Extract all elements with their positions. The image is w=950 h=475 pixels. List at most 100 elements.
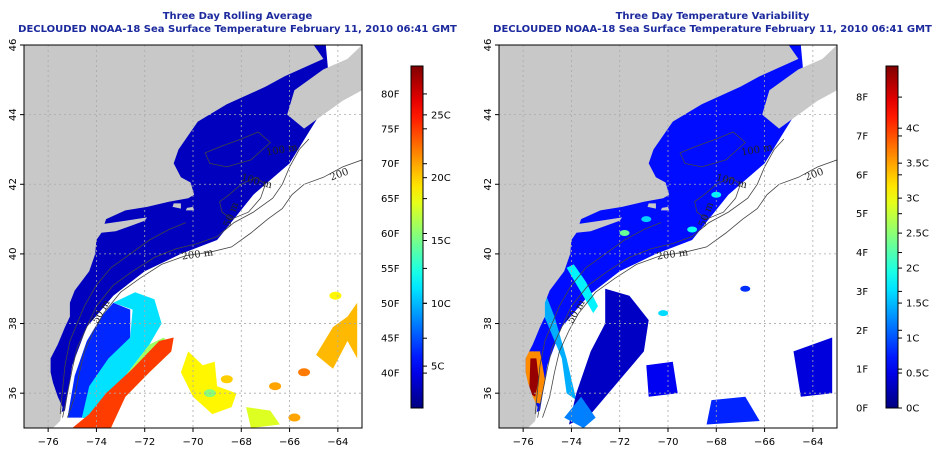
- contour-gulf-of-maine-basin: [679, 131, 746, 168]
- shelf-water-cool: [67, 302, 131, 418]
- variability-offshore-patch: [646, 361, 678, 397]
- sst-speckle: [298, 368, 311, 377]
- y-tick-label: 46: [483, 39, 494, 52]
- colorbar-label-c: 15C: [431, 236, 451, 247]
- variability-southeast-patch: [706, 396, 760, 425]
- colorbar-label-f: 0F: [856, 404, 868, 415]
- y-tick-label: 36: [483, 387, 494, 400]
- y-tick-label: 36: [8, 387, 19, 400]
- island: [660, 206, 670, 211]
- colorbar-label-f: 2F: [856, 326, 868, 337]
- colorbar-label-f: 80F: [381, 89, 400, 100]
- variability-deep-blue: [569, 288, 649, 425]
- colorbar-label-c: 0.5C: [906, 369, 929, 380]
- variability-speckle: [619, 230, 630, 237]
- colorbar-label-f: 8F: [856, 93, 868, 104]
- panel-subtitle: DECLOUDED NOAA-18 Sea Surface Temperatur…: [18, 24, 457, 35]
- x-tick-label: −72: [609, 437, 630, 448]
- colorbar-label-f: 4F: [856, 248, 868, 259]
- slope-water-mild: [81, 292, 162, 421]
- x-tick-label: −76: [513, 437, 534, 448]
- contour-label: 200 m: [656, 247, 689, 262]
- colorbar-label-f: 50F: [381, 299, 400, 310]
- colorbar-label-c: 2C: [906, 264, 919, 275]
- colorbar-label-f: 40F: [381, 369, 400, 380]
- variability-mid-shelf: [535, 292, 577, 401]
- offshore-warm-patch-2: [316, 302, 358, 369]
- y-tick-label: 44: [8, 108, 19, 121]
- colorbar: [410, 65, 424, 409]
- x-tick-label: −74: [561, 437, 582, 448]
- variability-speckle: [658, 310, 669, 317]
- colorbar-label-c: 1C: [906, 334, 919, 345]
- x-tick-label: −68: [706, 437, 727, 448]
- colorbar-label-f: 55F: [381, 264, 400, 275]
- offshore-warm-patch-1: [180, 351, 237, 415]
- x-tick-label: −64: [327, 437, 348, 448]
- colorbar-label-c: 20C: [431, 173, 451, 184]
- variability-far-east-patch: [793, 337, 833, 397]
- nova-scotia: [287, 45, 362, 129]
- colorbar-label-f: 7F: [856, 131, 868, 142]
- variability-speckle: [711, 191, 722, 198]
- y-tick-label: 38: [483, 317, 494, 330]
- colorbar-label-c: 3.5C: [906, 159, 929, 170]
- contour-50m: [534, 222, 661, 415]
- contour-label: 200 m: [181, 247, 214, 262]
- y-tick-label: 46: [8, 39, 19, 52]
- island: [185, 206, 195, 211]
- land-mass: [499, 45, 799, 428]
- y-tick-label: 44: [483, 108, 494, 121]
- colorbar-label-c: 5C: [431, 362, 444, 373]
- colorbar-label-c: 1.5C: [906, 299, 929, 310]
- island: [647, 203, 656, 209]
- panel-title: Three Day Temperature Variability: [615, 11, 810, 22]
- y-tick-label: 38: [8, 317, 19, 330]
- contour-georges-bank: [694, 176, 741, 220]
- x-tick-label: −72: [134, 437, 155, 448]
- panel-title: Three Day Rolling Average: [162, 11, 313, 22]
- sst-speckle: [329, 291, 342, 300]
- variability-shelf-break: [566, 264, 598, 314]
- contour-50m: [59, 222, 186, 415]
- y-tick-label: 40: [483, 248, 494, 261]
- colorbar-label-c: 10C: [431, 299, 451, 310]
- y-tick-label: 40: [8, 248, 19, 261]
- contour-gulf-of-maine-basin: [204, 131, 271, 168]
- colorbar-label-f: 6F: [856, 170, 868, 181]
- contour-georges-bank: [219, 176, 266, 220]
- x-tick-label: −76: [38, 437, 59, 448]
- colorbar-label-f: 3F: [856, 287, 868, 298]
- panel-subtitle: DECLOUDED NOAA-18 Sea Surface Temperatur…: [493, 24, 932, 35]
- colorbar-label-f: 5F: [856, 209, 868, 220]
- colorbar-label-f: 65F: [381, 194, 400, 205]
- colorbar: [885, 65, 899, 409]
- gulf-stream-warm: [72, 337, 174, 428]
- variability-speckle: [641, 216, 652, 223]
- y-tick-label: 42: [483, 178, 494, 191]
- nova-scotia: [762, 45, 837, 129]
- offshore-warm-patch-3: [246, 407, 280, 428]
- colorbar-label-c: 3C: [906, 194, 919, 205]
- x-tick-label: −64: [802, 437, 823, 448]
- long-island: [573, 217, 623, 233]
- colorbar-label-f: 70F: [381, 159, 400, 170]
- variability-speckle: [687, 226, 698, 233]
- colorbar-label-f: 45F: [381, 334, 400, 345]
- colorbar-label-c: 2.5C: [906, 229, 929, 240]
- contour-200m: [67, 159, 362, 418]
- x-tick-label: −66: [279, 437, 300, 448]
- variability-hotspot-core: [529, 358, 539, 397]
- colorbar-label-f: 75F: [381, 124, 400, 135]
- variability-speckle: [740, 285, 751, 292]
- variability-gulf-stream: [564, 396, 596, 428]
- colorbar-label-c: 0C: [906, 404, 919, 415]
- x-tick-label: −68: [231, 437, 252, 448]
- sst-speckle: [269, 382, 282, 391]
- contour-100m: [62, 138, 310, 418]
- sst-speckle: [288, 413, 301, 422]
- y-tick-label: 42: [8, 178, 19, 191]
- island: [172, 203, 181, 209]
